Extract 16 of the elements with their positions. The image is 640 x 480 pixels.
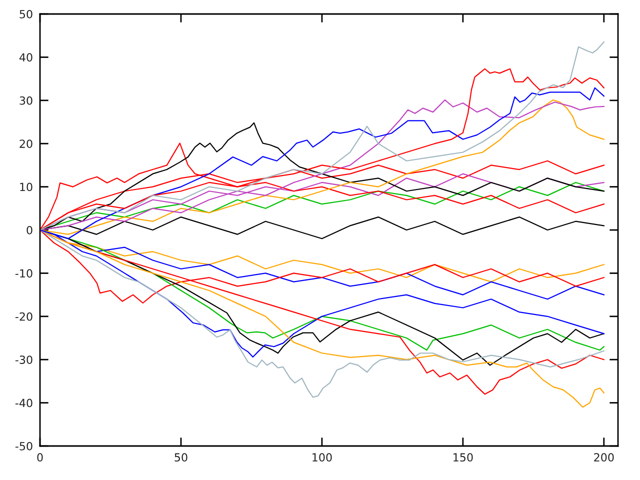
y-tick-label: 50 bbox=[20, 10, 32, 18]
x-tick-label: 150 bbox=[454, 453, 473, 462]
y-tick-label: 10 bbox=[20, 182, 32, 192]
x-tick-label: 200 bbox=[594, 453, 614, 462]
x-tick-label: 100 bbox=[312, 453, 332, 462]
x-tick-label: 50 bbox=[174, 453, 188, 462]
y-tick-label: -30 bbox=[15, 356, 32, 364]
y-tick-label: -10 bbox=[15, 269, 32, 278]
y-tick-label: -40 bbox=[15, 398, 32, 408]
y-tick-label: 20 bbox=[20, 140, 32, 148]
y-tick-label: 30 bbox=[20, 96, 32, 105]
y-tick-label: 0 bbox=[26, 226, 32, 234]
x-tick-label: 0 bbox=[37, 453, 43, 462]
y-tick-label: 40 bbox=[19, 53, 32, 62]
y-tick-label: -50 bbox=[15, 442, 32, 450]
y-tick-label: -20 bbox=[15, 312, 32, 321]
